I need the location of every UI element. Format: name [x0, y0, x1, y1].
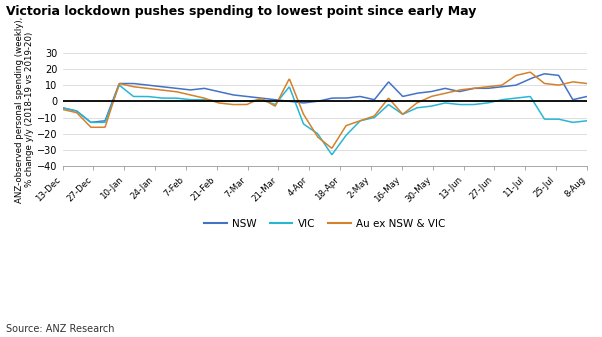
Y-axis label: ANZ-observed personal spending (weekly),
% change y/y (2018-19 vs 2019-20): ANZ-observed personal spending (weekly),… — [15, 16, 34, 203]
Legend: NSW, VIC, Au ex NSW & VIC: NSW, VIC, Au ex NSW & VIC — [200, 214, 449, 233]
Text: Source: ANZ Research: Source: ANZ Research — [6, 324, 114, 334]
Text: Victoria lockdown pushes spending to lowest point since early May: Victoria lockdown pushes spending to low… — [6, 5, 476, 18]
